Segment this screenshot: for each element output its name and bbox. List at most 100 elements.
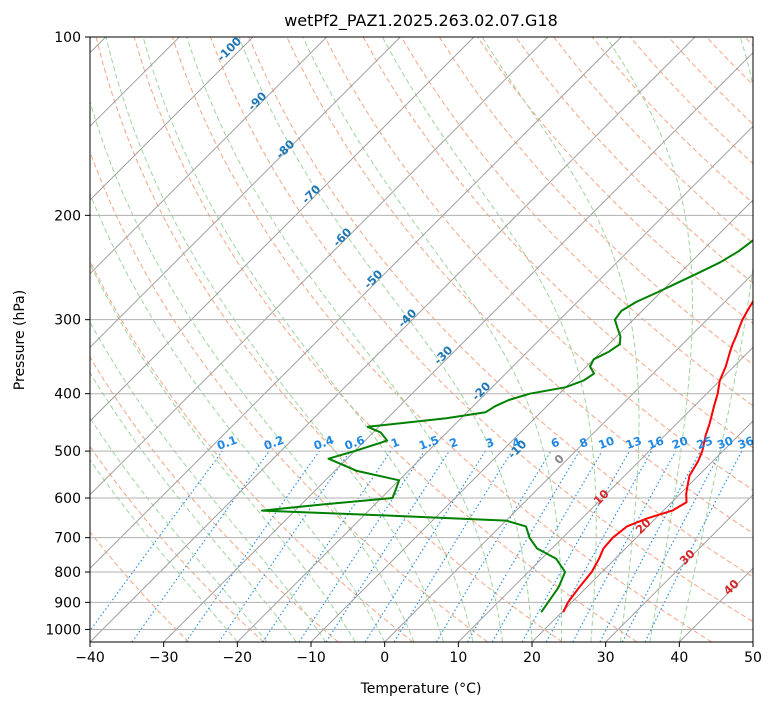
x-tick-label: 30: [597, 650, 615, 666]
dry-adiabat-line: [90, 445, 264, 642]
isotherm-line: [384, 272, 753, 642]
moist-adiabat-line: [90, 262, 356, 642]
y-tick-label: 400: [54, 387, 81, 403]
moist-adiabat-line: [606, 37, 693, 642]
mixing-ratio-line: [298, 450, 425, 642]
mixing-ratio-label: 16: [646, 433, 666, 452]
isotherms: [90, 37, 753, 642]
x-tick-label: 0: [380, 650, 389, 666]
isotherm-line: [457, 346, 753, 642]
moist-adiabat-line: [105, 37, 445, 642]
pressure-gridlines: [90, 37, 753, 630]
isotherm-line: [90, 37, 475, 422]
mixing-ratio-line: [262, 450, 392, 642]
isotherm-line: [163, 51, 753, 642]
isotherm-line: [531, 420, 753, 642]
dry-adiabat-line: [248, 37, 753, 578]
isotherm-line: [310, 199, 753, 642]
y-tick-label: 100: [54, 30, 81, 46]
mixing-ratio-label: 10: [596, 433, 616, 452]
mixing-ratio-line: [545, 450, 653, 642]
moist-adiabat-line: [381, 37, 597, 642]
mixing-ratio-line: [218, 450, 351, 642]
isotherm-line: [236, 125, 753, 642]
mixing-ratio-label: 1.5: [417, 433, 441, 453]
y-tick-label: 900: [54, 595, 81, 611]
mixing-ratio-line: [393, 450, 513, 642]
moist-adiabat-line: [481, 37, 640, 642]
mixing-ratio-line: [131, 450, 270, 642]
isotherm-line: [90, 37, 696, 642]
dewpoint-profile-line: [261, 239, 753, 613]
mixing-ratio-label: 25: [695, 433, 715, 452]
sounding-series: [261, 239, 753, 613]
dry-adiabats: [90, 37, 753, 642]
isotherm-line: [90, 37, 549, 496]
mixing-ratio-line: [521, 450, 630, 642]
x-tick-label: −10: [296, 650, 326, 666]
moist-adiabat-line: [186, 37, 503, 642]
y-tick-label: 700: [54, 531, 81, 547]
dry-adiabat-line: [210, 37, 753, 623]
moist-adiabat-line: [678, 37, 753, 642]
mixing-ratio-lines: [90, 450, 743, 642]
isotherm-line: [90, 37, 622, 570]
moist-adiabat-line: [142, 37, 474, 642]
moist-adiabat-line: [90, 192, 386, 642]
y-axis-label: Pressure (hPa): [12, 290, 28, 390]
mixing-ratio-label: 0.6: [343, 433, 367, 453]
mixing-ratio-line: [572, 450, 677, 642]
plot-area: -100-90-80-70-60-50-40-30-20-10 00.1 0.2 0.…: [90, 37, 756, 642]
dry-adiabat-line: [515, 37, 753, 284]
y-tick-label: 200: [54, 208, 81, 224]
y-tick-label: 600: [54, 491, 81, 507]
moist-adiabat-line: [302, 37, 563, 642]
moist-adiabat-line: [238, 37, 533, 642]
mixing-ratio-line: [644, 450, 743, 642]
mixing-ratio-label: 20: [670, 433, 690, 452]
isotherm-line: [90, 37, 401, 349]
moist-adiabat-line: [90, 321, 327, 642]
mixing-ratio-line: [185, 450, 320, 642]
dry-adiabat-line: [90, 356, 339, 642]
mixing-ratio-label: 0.1: [215, 433, 239, 453]
moist-adiabats: [90, 37, 753, 642]
x-tick-label: 10: [449, 650, 467, 666]
dry-adiabat-line: [90, 150, 488, 642]
dry-adiabat-line: [90, 531, 190, 642]
dry-adiabat-line: [438, 37, 753, 366]
dry-adiabat-line: [400, 37, 753, 407]
isotherm-line: [90, 37, 254, 201]
plot-frame: [89, 36, 754, 643]
dry-adiabat-line: [95, 37, 563, 642]
moist-adiabat-line: [90, 459, 238, 642]
mixing-ratio-line: [325, 450, 450, 642]
x-tick-label: −40: [75, 650, 105, 666]
mixing-ratio-label: 30: [715, 433, 735, 452]
x-axis-label: Temperature (°C): [360, 681, 482, 697]
y-tick-label: 500: [54, 444, 81, 460]
dry-adiabat-line: [133, 37, 638, 642]
mixing-ratio-line: [90, 450, 223, 632]
x-tick-label: −20: [223, 650, 253, 666]
y-axis-ticks: 100 200 300 400 500 600 700 800 900 1000: [45, 30, 90, 638]
isotherm-line: [90, 37, 328, 275]
y-tick-label: 300: [54, 313, 81, 329]
dry-adiabat-line: [324, 37, 753, 491]
mixing-ratio-label: 36: [736, 433, 756, 452]
mixing-ratio-label: 13: [624, 433, 644, 452]
x-tick-label: 40: [670, 650, 688, 666]
x-tick-label: 50: [744, 650, 762, 666]
x-tick-label: 20: [523, 650, 541, 666]
isotherm-line: [605, 493, 753, 642]
x-axis-ticks: −40 −30 −20 −10 0 10 20 30 40 50: [75, 642, 762, 666]
temperature-profile-line: [562, 299, 753, 613]
chart-title: wetPf2_PAZ1.2025.263.02.07.G18: [284, 11, 558, 31]
moist-adiabat-line: [90, 417, 268, 642]
y-tick-label: 1000: [45, 622, 81, 638]
mixing-ratio-label: 0.2: [262, 433, 286, 453]
x-tick-label: −30: [149, 650, 179, 666]
mixing-ratio-label: 0.4: [312, 433, 336, 453]
